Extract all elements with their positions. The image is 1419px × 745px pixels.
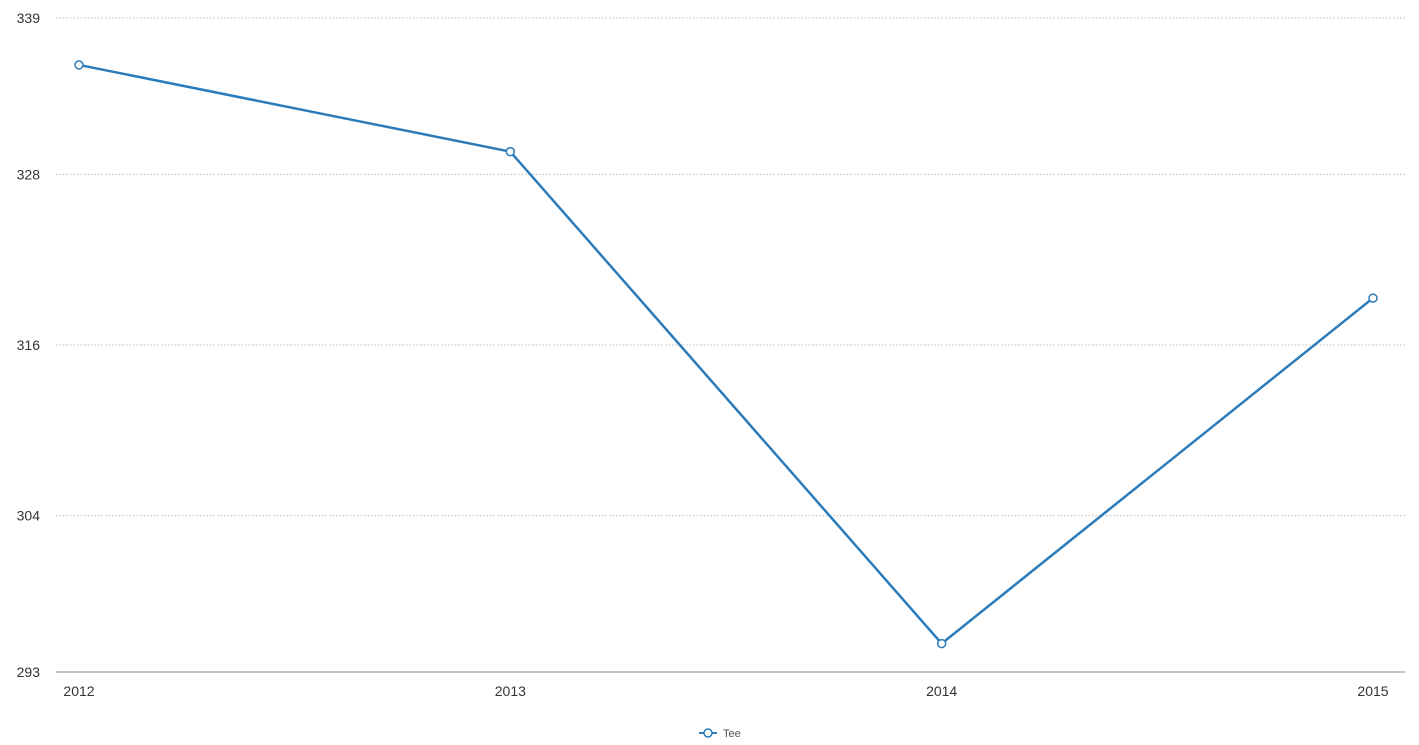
x-tick-label: 2012 bbox=[63, 683, 94, 699]
series-layer bbox=[74, 60, 1378, 649]
x-tick-label: 2015 bbox=[1357, 683, 1388, 699]
series-line bbox=[78, 63, 1374, 645]
data-point bbox=[1368, 293, 1378, 303]
y-axis-tick-labels: 293 304 316 328 339 bbox=[17, 10, 41, 680]
y-tick-label: 328 bbox=[17, 166, 41, 182]
legend[interactable]: Tee bbox=[699, 728, 741, 740]
x-tick-label: 2014 bbox=[926, 683, 957, 699]
data-point bbox=[74, 60, 84, 70]
y-tick-label: 293 bbox=[17, 664, 41, 680]
y-tick-label: 316 bbox=[17, 337, 41, 353]
legend-label: Tee bbox=[723, 728, 741, 740]
grid-lines bbox=[56, 17, 1405, 517]
x-tick-label: 2013 bbox=[495, 683, 526, 699]
x-axis-tick-labels: 2012 2013 2014 2015 bbox=[63, 683, 1388, 699]
y-tick-label: 339 bbox=[17, 10, 41, 26]
data-point bbox=[936, 638, 947, 649]
legend-marker-icon bbox=[703, 728, 713, 738]
data-point bbox=[505, 146, 516, 157]
y-tick-label: 304 bbox=[17, 508, 41, 524]
